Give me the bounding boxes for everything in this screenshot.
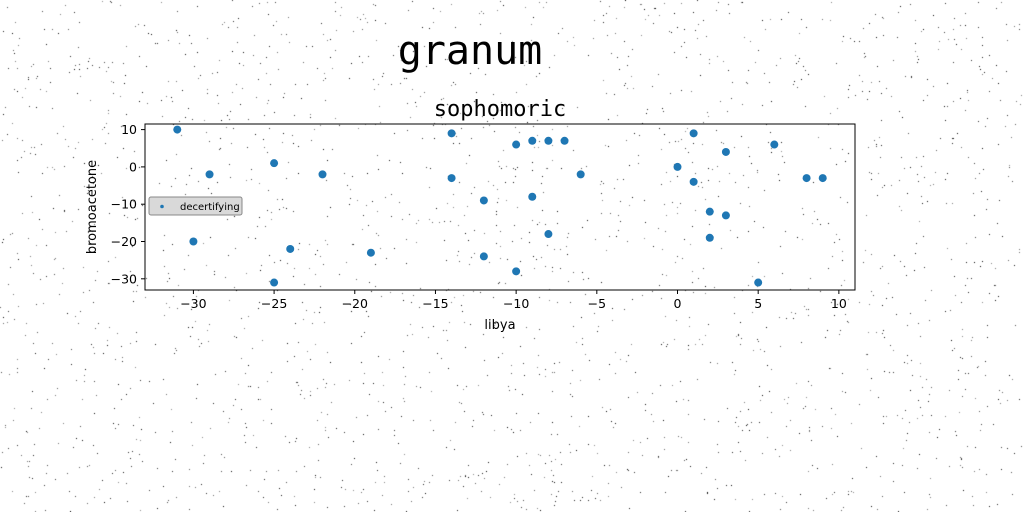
data-point — [366, 248, 375, 257]
data-point — [721, 211, 730, 220]
data-point — [705, 233, 714, 242]
data-point — [318, 170, 327, 179]
data-point — [286, 244, 295, 253]
data-point — [512, 267, 521, 276]
chart-title: sophomoric — [434, 97, 566, 122]
data-point — [205, 170, 214, 179]
data-point — [173, 125, 182, 134]
data-point — [447, 174, 456, 183]
x-tick-label: −15 — [422, 296, 448, 311]
x-tick-label: −25 — [261, 296, 287, 311]
axes-frame — [144, 123, 856, 291]
axis-ticks: −30 −25 −20 −15 −10 −5 0 5 10 −30 −20 −10 0 10 — [111, 122, 847, 311]
data-point — [512, 140, 521, 149]
x-axis-label: libya — [484, 318, 515, 333]
data-point — [721, 147, 730, 156]
data-point — [528, 192, 537, 201]
y-tick-label: 0 — [129, 159, 137, 174]
y-tick-label: −10 — [111, 197, 137, 212]
data-point — [770, 140, 779, 149]
data-point — [818, 174, 827, 183]
y-tick-label: −30 — [111, 271, 137, 286]
y-tick-label: −20 — [111, 234, 137, 249]
data-point — [544, 136, 553, 145]
legend-box — [148, 196, 243, 216]
legend-marker — [160, 204, 164, 209]
data-point — [705, 207, 714, 216]
x-tick-label: 5 — [754, 296, 762, 311]
y-axis-label: bromoacetone — [85, 160, 100, 254]
data-point — [544, 230, 553, 239]
x-tick-label: 0 — [674, 296, 682, 311]
data-point — [479, 196, 488, 205]
data-point — [447, 129, 456, 138]
data-point — [270, 278, 279, 287]
data-point — [479, 252, 488, 261]
data-point — [189, 237, 198, 246]
data-point — [689, 177, 698, 186]
data-point — [802, 174, 811, 183]
data-point — [689, 129, 698, 138]
plot-area — [173, 125, 827, 287]
data-point — [560, 136, 569, 145]
y-tick-label: 10 — [121, 122, 137, 137]
data-point — [754, 278, 763, 287]
page-title: granum — [397, 28, 543, 74]
data-point — [576, 170, 585, 179]
x-tick-label: 10 — [831, 296, 847, 311]
x-tick-label: −30 — [180, 296, 206, 311]
data-point — [270, 159, 279, 168]
x-tick-label: −10 — [503, 296, 529, 311]
data-point — [673, 162, 682, 171]
legend-label: decertifying — [180, 202, 240, 213]
x-tick-label: −5 — [588, 296, 606, 311]
data-point — [528, 136, 537, 145]
legend: decertifying — [148, 196, 243, 216]
x-tick-label: −20 — [342, 296, 368, 311]
